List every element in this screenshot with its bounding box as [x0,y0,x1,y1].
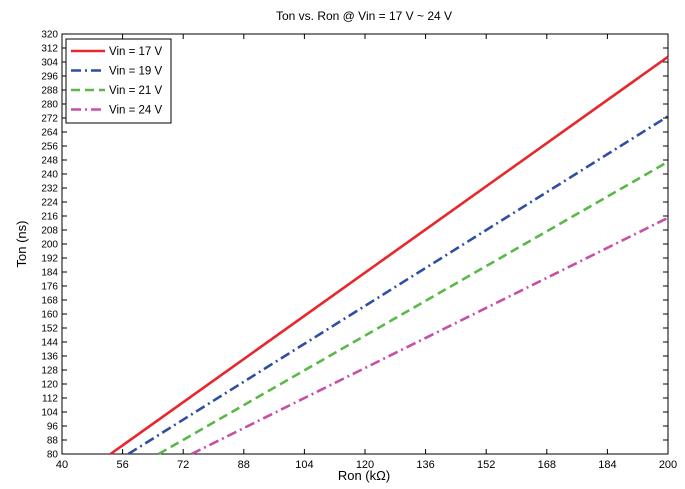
x-tick-label: 88 [238,459,250,471]
y-tick-label: 312 [41,44,58,55]
legend-box [65,38,172,124]
y-tick-label: 120 [41,380,58,391]
y-tick-label: 248 [41,156,58,167]
legend-label: Vin = 21 V [109,85,163,97]
y-tick-label: 136 [41,352,58,363]
legend-label: Vin = 17 V [109,46,163,58]
x-tick-label: 184 [598,459,616,471]
y-tick-label: 288 [41,86,58,97]
y-axis-title: Ton (ns) [14,221,29,268]
y-tick-label: 232 [41,184,58,195]
series-line-1 [109,55,669,456]
x-tick-label: 56 [116,459,128,471]
legend-label: Vin = 19 V [109,66,163,78]
y-tick-label: 304 [41,58,58,69]
y-tick-label: 240 [41,170,58,181]
x-tick-label: 152 [477,459,495,471]
y-tick-label: 128 [41,366,58,377]
y-tick-label: 264 [41,128,58,139]
y-tick-label: 80 [47,450,59,461]
y-tick-label: 272 [41,114,58,125]
y-tick-label: 152 [41,324,58,335]
y-tick-label: 176 [41,282,58,293]
x-tick-label: 200 [659,459,677,471]
y-tick-label: 256 [41,142,58,153]
axes: 40 56 72 88 104 120 136 152 168 184 200 80 88 96 104 11… [41,30,677,472]
series-line-4 [190,216,669,456]
y-tick-label: 104 [41,408,58,419]
y-tick-label: 216 [41,212,58,223]
y-tick-label: 144 [41,338,58,349]
y-tick-label: 296 [41,72,58,83]
chart-title: Ton vs. Ron @ Vin = 17 V ~ 24 V [276,9,452,23]
y-tick-label: 280 [41,100,58,111]
y-tick-label: 168 [41,296,58,307]
x-tick-label: 72 [177,459,189,471]
x-tick-label: 104 [295,459,313,471]
x-tick-label: 168 [538,459,556,471]
legend-label: Vin = 24 V [109,105,163,117]
y-tick-label: 184 [41,268,58,279]
x-axis-title: Ron (kΩ) [338,468,390,483]
x-tick-label: 136 [416,459,434,471]
x-tick-label: 40 [56,459,68,471]
y-tick-label: 96 [47,422,59,433]
y-tick-label: 208 [41,226,58,237]
series-line-2 [127,115,669,456]
legend: Vin = 17 V Vin = 19 V Vin = 21 V Vin = 24 V [65,38,172,124]
y-tick-label: 112 [42,394,58,405]
y-tick-label: 200 [41,240,58,251]
series-layer [109,55,669,456]
y-tick-label: 88 [47,436,59,447]
y-tick-label: 320 [41,30,58,41]
x-tick-label: 120 [356,459,374,471]
y-tick-label: 224 [41,198,58,209]
y-tick-label: 160 [41,310,58,321]
y-tick-label: 192 [41,254,58,265]
